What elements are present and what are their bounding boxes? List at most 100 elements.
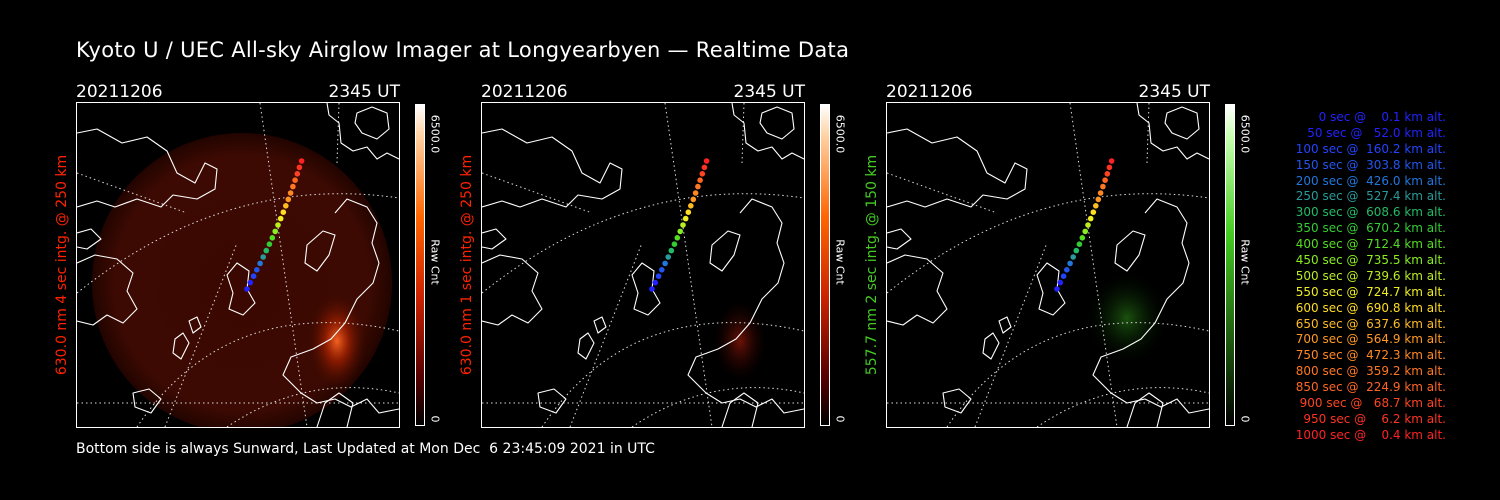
trajectory-point bbox=[677, 228, 683, 235]
trajectory-point bbox=[272, 228, 278, 235]
trajectory-point bbox=[695, 183, 701, 190]
trajectory-point bbox=[668, 247, 675, 254]
trajectory-point bbox=[652, 279, 659, 286]
trajectory-point bbox=[1076, 241, 1083, 247]
trajectory-point bbox=[285, 196, 292, 203]
panel-ylabel: 630.0 nm 1 sec intg. @ 250 km bbox=[457, 102, 477, 428]
colorbar-min-text: 0 bbox=[1238, 415, 1252, 423]
trajectory-point bbox=[290, 183, 296, 190]
trajectory-point bbox=[1082, 228, 1088, 235]
colorbar-max: 6500.0 bbox=[833, 104, 847, 164]
panel-time: 2345 UT bbox=[1138, 82, 1211, 102]
trajectory-point bbox=[263, 247, 270, 254]
trajectory-point bbox=[296, 164, 303, 171]
image-panel-2: 20211206 2345 UT 630.0 nm 1 sec intg. @ … bbox=[459, 82, 871, 432]
trajectory-point bbox=[269, 235, 276, 241]
legend-row: 250 sec @ 527.4 km alt. bbox=[1291, 189, 1446, 204]
trajectory-point bbox=[280, 209, 287, 215]
trajectory-point bbox=[275, 222, 281, 228]
trajectory-point bbox=[692, 190, 699, 196]
trajectory-point bbox=[659, 267, 665, 273]
trajectory-point bbox=[685, 209, 692, 215]
legend-row: 650 sec @ 637.6 km alt. bbox=[1291, 316, 1446, 331]
legend-row: 300 sec @ 608.6 km alt. bbox=[1291, 205, 1446, 220]
colorbar-min-text: 0 bbox=[428, 415, 442, 423]
legend-row: 600 sec @ 690.8 km alt. bbox=[1291, 300, 1446, 315]
legend-row: 400 sec @ 712.4 km alt. bbox=[1291, 237, 1446, 252]
trajectory-point bbox=[703, 158, 710, 164]
panel-date: 20211206 bbox=[481, 82, 568, 102]
trajectory-point bbox=[1079, 235, 1086, 241]
colorbar-max-text: 6500.0 bbox=[1238, 114, 1252, 154]
colorbar-min-text: 0 bbox=[833, 415, 847, 423]
legend-row: 900 sec @ 68.7 km alt. bbox=[1295, 396, 1446, 411]
colorbar-unit: Raw Cnt bbox=[1238, 232, 1252, 292]
colorbar-max: 6500.0 bbox=[428, 104, 442, 164]
page-title: Kyoto U / UEC All-sky Airglow Imager at … bbox=[76, 38, 850, 62]
trajectory-point bbox=[655, 273, 662, 279]
trajectory-point bbox=[283, 203, 289, 209]
trajectory-point bbox=[257, 260, 263, 267]
trajectory-point bbox=[1067, 260, 1073, 267]
panel-time: 2345 UT bbox=[328, 82, 401, 102]
trajectory-point bbox=[690, 196, 697, 203]
trajectory-point bbox=[674, 235, 681, 241]
trajectory-point bbox=[1087, 215, 1094, 222]
trajectory-point bbox=[1085, 222, 1091, 228]
allsky-image bbox=[886, 102, 1210, 428]
trajectory-point bbox=[649, 286, 655, 292]
allsky-image bbox=[76, 102, 400, 428]
colorbar-max: 6500.0 bbox=[1238, 104, 1252, 164]
trajectory-point bbox=[665, 254, 671, 260]
trajectory-point bbox=[1104, 171, 1111, 177]
trajectory-point bbox=[1060, 273, 1067, 279]
panel-date: 20211206 bbox=[886, 82, 973, 102]
trajectory-point bbox=[247, 279, 254, 286]
trajectory-point bbox=[244, 286, 250, 292]
legend-row: 500 sec @ 739.6 km alt. bbox=[1291, 268, 1446, 283]
trajectory-point bbox=[254, 267, 260, 273]
trajectory-point bbox=[699, 171, 706, 177]
legend-row: 550 sec @ 724.7 km alt. bbox=[1291, 284, 1446, 299]
legend-row: 0 sec @ 0.1 km alt. bbox=[1307, 110, 1446, 124]
panel-ylabel-text: 630.0 nm 4 sec intg. @ 250 km bbox=[54, 154, 70, 376]
colorbar-max-text: 6500.0 bbox=[833, 114, 847, 154]
colorbar-unit-text: Raw Cnt bbox=[428, 239, 442, 285]
legend-row: 200 sec @ 426.0 km alt. bbox=[1291, 173, 1446, 188]
image-panel-1: 20211206 2345 UT 630.0 nm 4 sec intg. @ … bbox=[54, 82, 466, 432]
colorbar-unit: Raw Cnt bbox=[428, 232, 442, 292]
colorbar-min: 0 bbox=[1238, 412, 1252, 426]
trajectory-point bbox=[1054, 286, 1060, 292]
image-panel-3: 20211206 2345 UT 557.7 nm 2 sec intg. @ … bbox=[864, 82, 1276, 432]
legend-row: 1000 sec @ 0.4 km alt. bbox=[1295, 427, 1446, 442]
trajectory-point bbox=[682, 215, 689, 222]
legend-row: 150 sec @ 303.8 km alt. bbox=[1291, 157, 1446, 172]
trajectory-point bbox=[292, 177, 298, 183]
trajectory-point bbox=[701, 164, 708, 171]
trajectory-point bbox=[1106, 164, 1113, 171]
trajectory-point bbox=[1090, 209, 1097, 215]
trajectory-point bbox=[1097, 190, 1104, 196]
legend-row: 750 sec @ 472.3 km alt. bbox=[1291, 348, 1446, 363]
trajectory-point bbox=[294, 171, 301, 177]
trajectory-point bbox=[298, 158, 305, 164]
colorbar-min: 0 bbox=[833, 412, 847, 426]
allsky-image bbox=[481, 102, 805, 428]
colorbar bbox=[415, 104, 425, 426]
footer-note: Bottom side is always Sunward, Last Upda… bbox=[76, 441, 655, 457]
panel-ylabel: 630.0 nm 4 sec intg. @ 250 km bbox=[52, 102, 72, 428]
legend-row: 850 sec @ 224.9 km alt. bbox=[1291, 380, 1446, 395]
panel-ylabel-text: 557.7 nm 2 sec intg. @ 150 km bbox=[864, 154, 880, 376]
trajectory-point bbox=[250, 273, 257, 279]
legend-row: 950 sec @ 6.2 km alt. bbox=[1299, 411, 1446, 426]
colorbar bbox=[820, 104, 830, 426]
trajectory-point bbox=[680, 222, 686, 228]
trajectory-point bbox=[1070, 254, 1076, 260]
trajectory-point bbox=[688, 203, 694, 209]
legend-row: 100 sec @ 160.2 km alt. bbox=[1291, 141, 1446, 156]
panel-time: 2345 UT bbox=[733, 82, 806, 102]
trajectory-point bbox=[662, 260, 668, 267]
trajectory-point bbox=[1108, 158, 1115, 164]
legend-row: 800 sec @ 359.2 km alt. bbox=[1291, 364, 1446, 379]
trajectory-point bbox=[266, 241, 273, 247]
